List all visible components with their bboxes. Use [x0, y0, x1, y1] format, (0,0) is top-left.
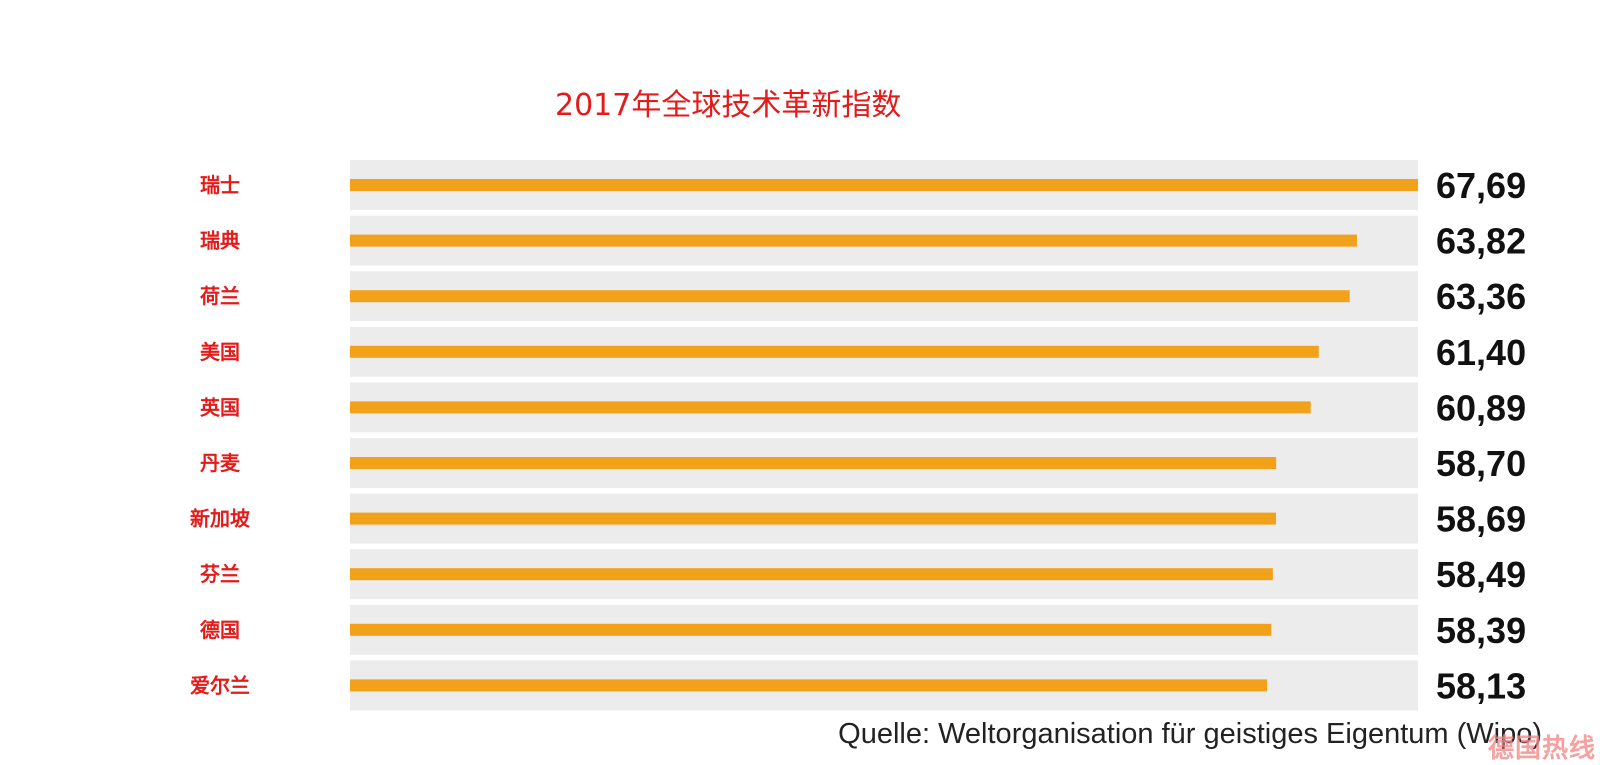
bar [350, 345, 1319, 358]
category-label: 瑞士 [200, 173, 240, 197]
bar [350, 234, 1357, 247]
bar [350, 679, 1268, 692]
value-label: 58,69 [1436, 499, 1526, 540]
bar [350, 179, 1418, 191]
value-label: 63,82 [1436, 221, 1526, 262]
category-label: 美国 [200, 340, 240, 364]
category-label: 英国 [200, 395, 240, 419]
value-label: 67,69 [1436, 165, 1526, 206]
value-label: 58,49 [1436, 554, 1526, 595]
category-label: 丹麦 [200, 451, 241, 475]
category-label: 荷兰 [200, 284, 240, 308]
bar [350, 568, 1273, 581]
category-label: 德国 [200, 618, 240, 642]
category-label: 瑞典 [200, 229, 240, 253]
value-label: 60,89 [1436, 387, 1526, 428]
watermark: 德国热线 [1488, 734, 1597, 764]
value-label: 58,13 [1436, 665, 1526, 706]
category-label: 芬兰 [200, 562, 240, 586]
bar [350, 623, 1272, 636]
category-label: 爱尔兰 [190, 673, 250, 697]
value-label: 58,70 [1436, 443, 1526, 484]
bar [350, 457, 1277, 469]
bar [350, 512, 1276, 525]
source-note: Quelle: Weltorganisation für geistiges E… [838, 718, 1542, 750]
value-label: 58,39 [1436, 610, 1526, 651]
value-label: 63,36 [1436, 276, 1526, 317]
category-label: 新加坡 [190, 507, 251, 531]
value-label: 61,40 [1436, 332, 1526, 373]
bar [350, 290, 1350, 303]
chart-title: 2017年全球技术革新指数 [555, 88, 902, 123]
bar [350, 401, 1311, 414]
